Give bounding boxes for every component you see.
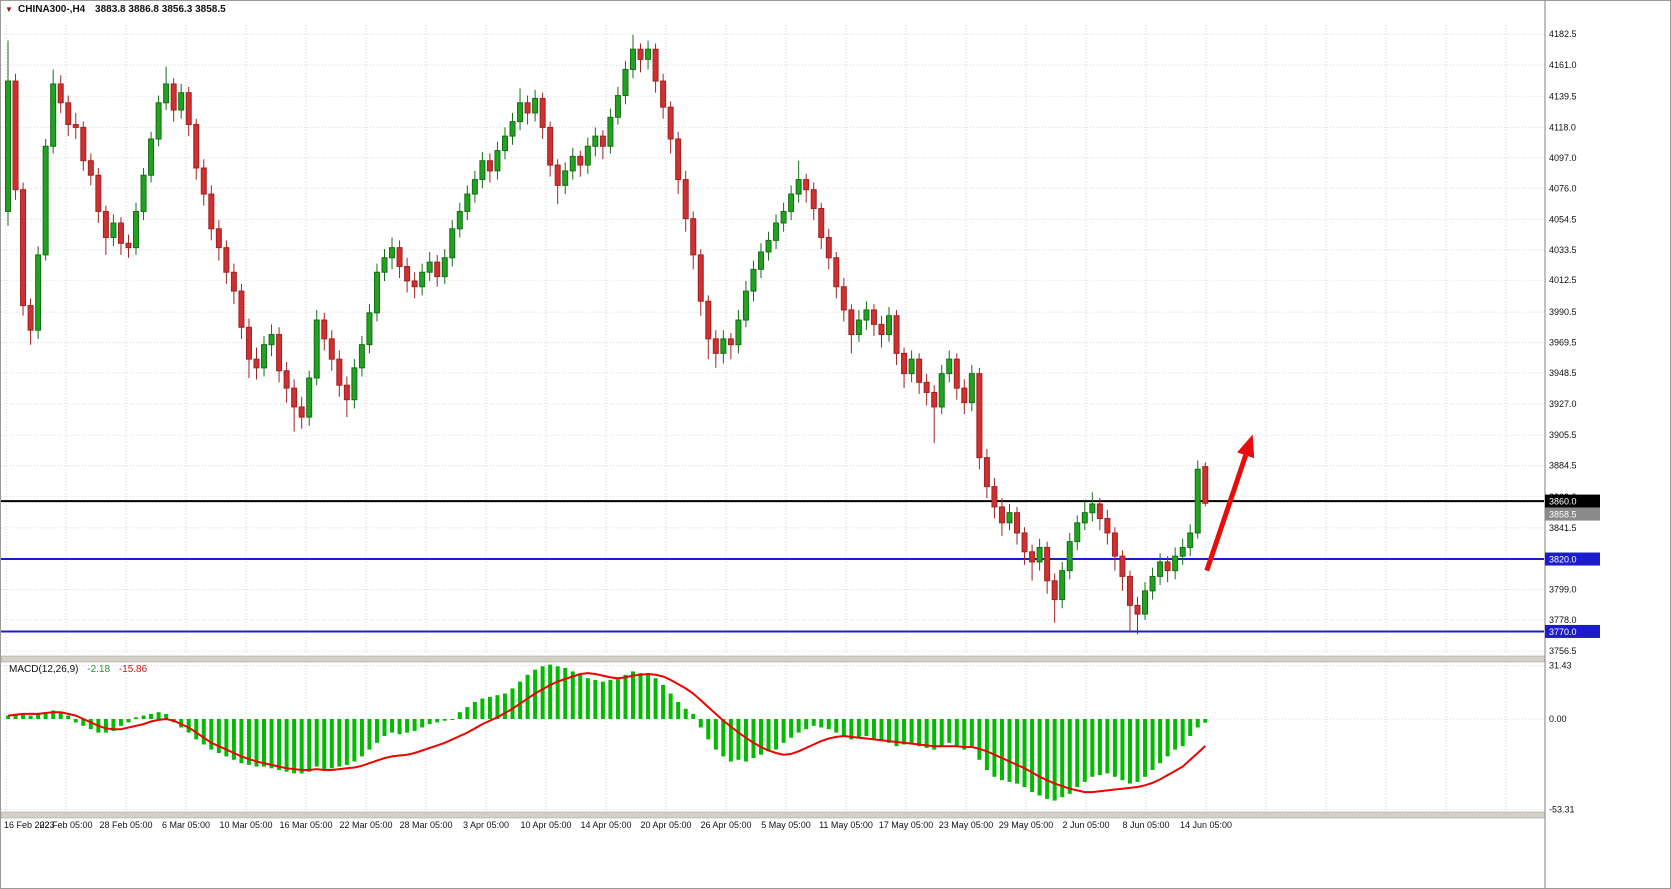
- svg-text:4076.0: 4076.0: [1549, 183, 1577, 193]
- svg-text:4097.0: 4097.0: [1549, 153, 1577, 163]
- svg-text:3799.0: 3799.0: [1549, 584, 1577, 594]
- svg-text:5 May 05:00: 5 May 05:00: [761, 820, 811, 830]
- svg-text:14 Apr 05:00: 14 Apr 05:00: [580, 820, 631, 830]
- svg-text:0.00: 0.00: [1549, 714, 1567, 724]
- svg-text:11 May 05:00: 11 May 05:00: [819, 820, 873, 830]
- svg-text:4139.5: 4139.5: [1549, 91, 1577, 101]
- svg-text:3770.0: 3770.0: [1549, 627, 1577, 637]
- svg-text:28 Mar 05:00: 28 Mar 05:00: [399, 820, 452, 830]
- svg-text:8 Jun 05:00: 8 Jun 05:00: [1122, 820, 1169, 830]
- svg-text:3905.5: 3905.5: [1549, 430, 1577, 440]
- svg-text:20 Apr 05:00: 20 Apr 05:00: [640, 820, 691, 830]
- svg-text:4118.0: 4118.0: [1549, 122, 1576, 132]
- svg-text:2 Jun 05:00: 2 Jun 05:00: [1062, 820, 1109, 830]
- svg-text:3756.5: 3756.5: [1549, 646, 1577, 656]
- svg-text:16 Mar 05:00: 16 Mar 05:00: [279, 820, 332, 830]
- macd-main-value: -2.18: [87, 664, 111, 675]
- macd-signal-value: -15.86: [118, 664, 148, 675]
- svg-text:3884.5: 3884.5: [1549, 461, 1577, 471]
- svg-text:3841.5: 3841.5: [1549, 523, 1577, 533]
- svg-text:29 May 05:00: 29 May 05:00: [999, 820, 1054, 830]
- svg-text:16 Feb 2023: 16 Feb 2023: [4, 820, 55, 830]
- symbol-timeframe-label: CHINA300-,H4: [18, 4, 86, 15]
- svg-text:3990.5: 3990.5: [1549, 307, 1577, 317]
- svg-text:3860.0: 3860.0: [1549, 497, 1577, 507]
- svg-text:3 Apr 05:00: 3 Apr 05:00: [463, 820, 509, 830]
- price-axis[interactable]: 4182.5 4161.0 4139.5 4118.0 4097.0 4076.0 4054…: [1544, 1, 1671, 889]
- macd-indicator-label: MACD(12,26,9) -2.18 -15.86: [9, 664, 147, 675]
- svg-text:3927.0: 3927.0: [1549, 399, 1577, 409]
- macd-name: MACD(12,26,9): [9, 664, 79, 675]
- svg-text:3858.5: 3858.5: [1549, 510, 1577, 520]
- svg-text:26 Apr 05:00: 26 Apr 05:00: [700, 820, 751, 830]
- svg-text:-53.31: -53.31: [1549, 805, 1575, 815]
- trend-arrow[interactable]: [1204, 434, 1255, 572]
- svg-text:3948.5: 3948.5: [1549, 368, 1577, 378]
- chart-title: CHINA300-,H4 3883.8 3886.8 3856.3 3858.5: [18, 4, 226, 15]
- symbol-dropdown-icon[interactable]: ▼: [5, 5, 13, 14]
- svg-text:4033.5: 4033.5: [1549, 245, 1577, 255]
- svg-text:10 Apr 05:00: 10 Apr 05:00: [520, 820, 571, 830]
- grid-lines: [1, 25, 1544, 811]
- svg-text:14 Jun 05:00: 14 Jun 05:00: [1180, 820, 1232, 830]
- svg-text:6 Mar 05:00: 6 Mar 05:00: [162, 820, 210, 830]
- svg-text:31.43: 31.43: [1549, 661, 1572, 671]
- svg-text:4012.5: 4012.5: [1549, 275, 1577, 285]
- svg-text:3820.0: 3820.0: [1549, 555, 1577, 565]
- candlestick-series: [5, 34, 1209, 635]
- panel-separators: [1, 655, 1670, 819]
- svg-text:4161.0: 4161.0: [1549, 60, 1577, 70]
- svg-text:23 May 05:00: 23 May 05:00: [939, 820, 994, 830]
- svg-text:3778.0: 3778.0: [1549, 615, 1577, 625]
- svg-text:28 Feb 05:00: 28 Feb 05:00: [99, 820, 152, 830]
- svg-text:22 Mar 05:00: 22 Mar 05:00: [339, 820, 392, 830]
- ohlc-readout: 3883.8 3886.8 3856.3 3858.5: [95, 4, 226, 15]
- macd-indicator: [6, 664, 1208, 801]
- svg-text:3969.5: 3969.5: [1549, 338, 1577, 348]
- svg-text:22 Feb 05:00: 22 Feb 05:00: [39, 820, 92, 830]
- svg-text:17 May 05:00: 17 May 05:00: [879, 820, 934, 830]
- price-level-lines[interactable]: [1, 500, 1544, 633]
- svg-text:4182.5: 4182.5: [1549, 29, 1577, 39]
- price-tags: 3860.0 3858.5 3820.0 3770.0: [1545, 494, 1600, 638]
- svg-text:10 Mar 05:00: 10 Mar 05:00: [219, 820, 272, 830]
- svg-text:4054.5: 4054.5: [1549, 214, 1577, 224]
